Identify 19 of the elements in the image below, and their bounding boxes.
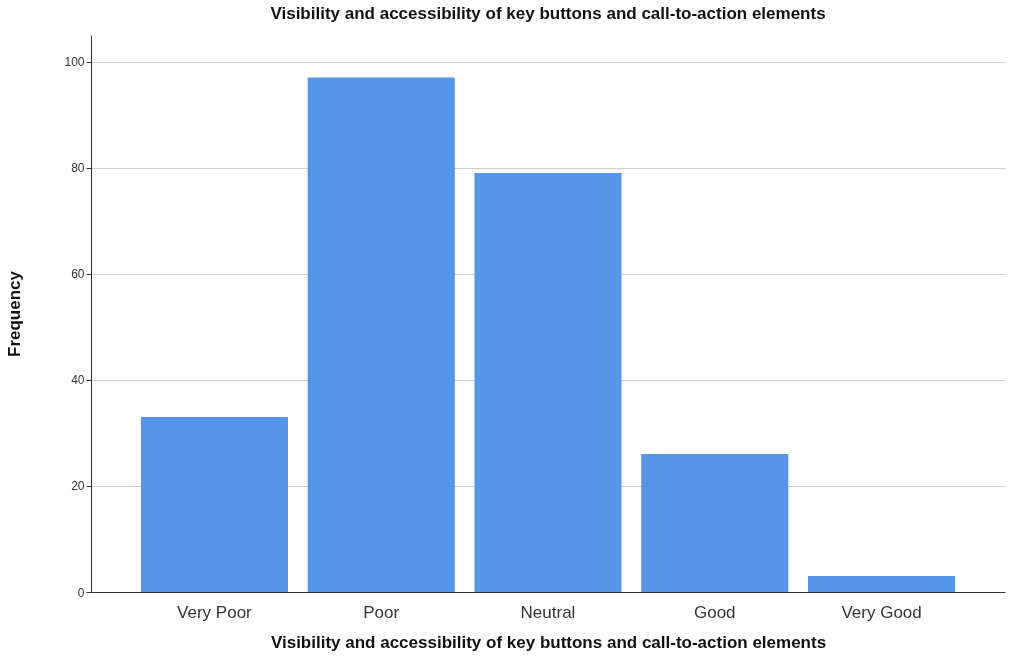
bar: [641, 454, 789, 592]
y-tick-label: 80: [71, 161, 85, 176]
y-tick-label: 60: [71, 267, 85, 282]
x-tick-label: Very Poor: [177, 602, 253, 622]
bar: [808, 576, 956, 592]
y-tick-label: 0: [77, 585, 85, 600]
x-tick-label: Neutral: [520, 602, 576, 622]
x-tick-label: Poor: [363, 602, 400, 622]
x-axis-title: Visibility and accessibility of key buttons and call-to-action elements: [270, 632, 827, 652]
x-tick-label: Good: [693, 602, 736, 622]
y-tick-label: 40: [71, 373, 85, 388]
y-tick-label: 20: [71, 479, 85, 494]
bar: [140, 416, 288, 592]
chart-title: Visibility and accessibility of key buttons and call-to-action elements: [270, 4, 826, 23]
bar: [474, 172, 622, 592]
bar: [307, 77, 455, 592]
x-tick-label: Very Good: [841, 602, 922, 622]
y-axis-title: Frequency: [5, 270, 25, 357]
y-tick-label: 100: [64, 55, 85, 70]
